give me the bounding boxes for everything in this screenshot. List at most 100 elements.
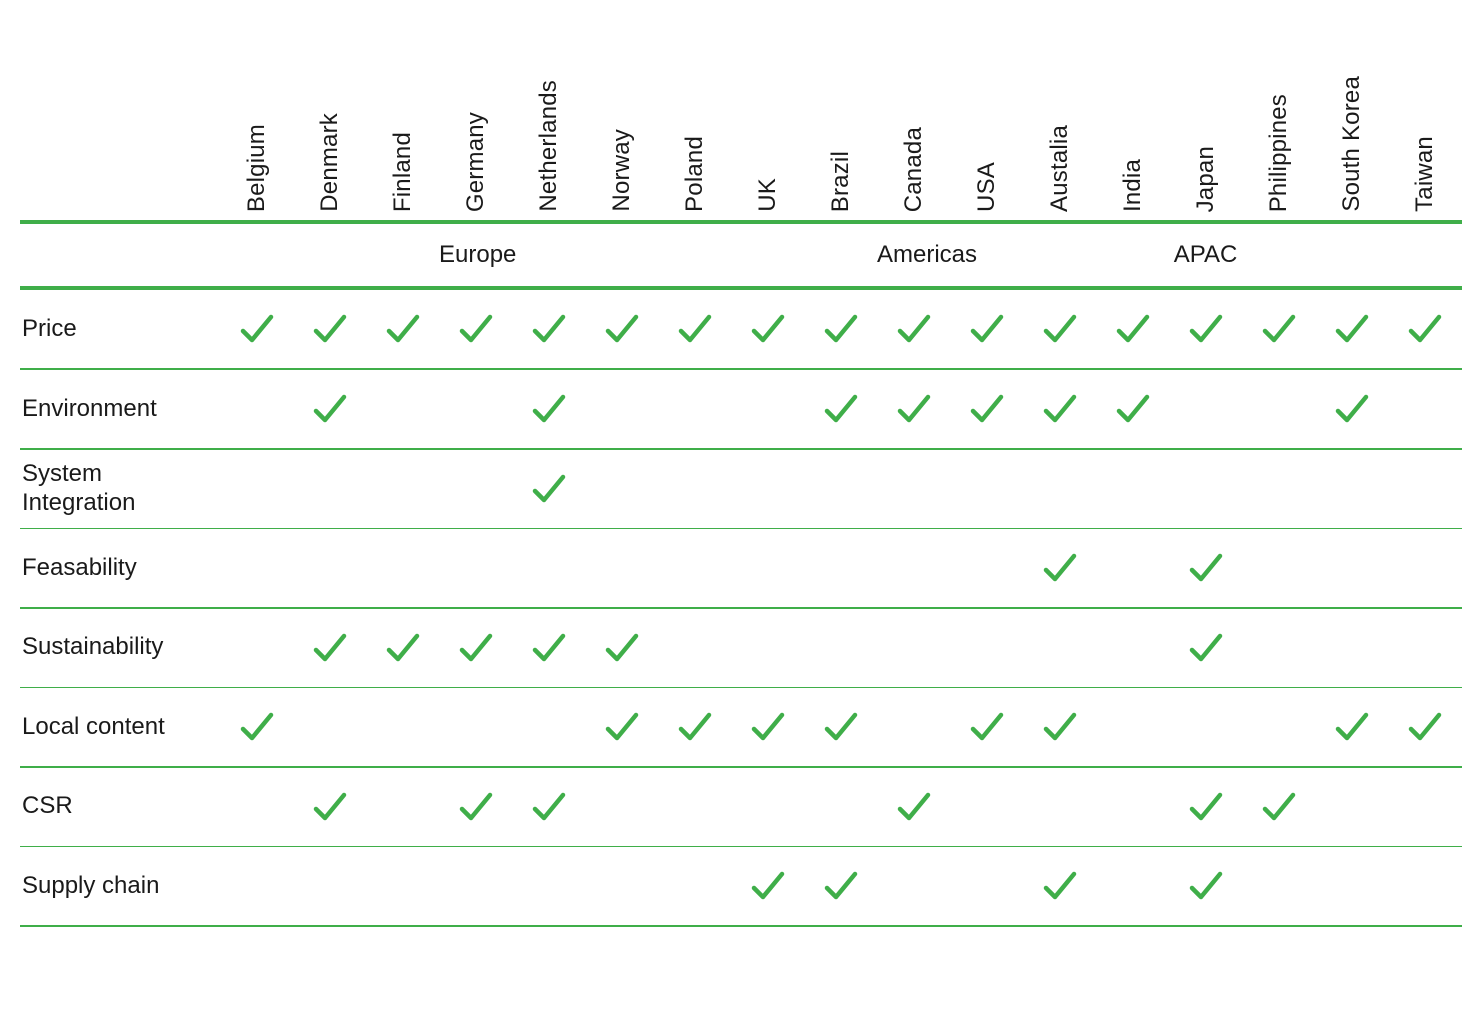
cell xyxy=(1242,460,1315,518)
check-icon xyxy=(237,309,277,349)
country-label: Brazil xyxy=(829,151,853,212)
country-header-cell: Norway xyxy=(585,20,658,220)
cell xyxy=(658,857,731,915)
cell xyxy=(1023,300,1096,358)
check-icon xyxy=(1259,787,1299,827)
country-header-cell: Canada xyxy=(877,20,950,220)
cell xyxy=(877,380,950,438)
cell xyxy=(1169,460,1242,518)
check-icon xyxy=(1186,548,1226,588)
cell xyxy=(1388,380,1461,438)
check-icon xyxy=(1332,389,1372,429)
cell xyxy=(1315,460,1388,518)
check-icon xyxy=(456,787,496,827)
cell xyxy=(512,619,585,677)
cell xyxy=(804,460,877,518)
check-icon xyxy=(1332,309,1372,349)
check-icon xyxy=(894,389,934,429)
cell xyxy=(950,857,1023,915)
check-icon xyxy=(310,309,350,349)
check-icon xyxy=(1113,309,1153,349)
cell xyxy=(585,698,658,756)
cell xyxy=(220,460,293,518)
row-label: Supply chain xyxy=(20,872,220,901)
table-row: Feasability xyxy=(20,529,1462,607)
cell xyxy=(439,857,512,915)
cell xyxy=(950,300,1023,358)
cell xyxy=(366,698,439,756)
cell xyxy=(950,778,1023,836)
cell xyxy=(366,460,439,518)
cell xyxy=(1315,857,1388,915)
cell xyxy=(439,778,512,836)
cell xyxy=(877,460,950,518)
cell xyxy=(1023,698,1096,756)
check-icon xyxy=(675,707,715,747)
cell xyxy=(1388,539,1461,597)
cell xyxy=(731,380,804,438)
cell xyxy=(950,460,1023,518)
cell xyxy=(877,619,950,677)
country-header-cell: Poland xyxy=(658,20,731,220)
cell xyxy=(512,300,585,358)
cell xyxy=(512,539,585,597)
cell xyxy=(731,698,804,756)
cell xyxy=(1388,698,1461,756)
check-icon xyxy=(529,469,569,509)
cell xyxy=(658,778,731,836)
cell xyxy=(512,778,585,836)
cell xyxy=(1242,698,1315,756)
check-icon xyxy=(1040,707,1080,747)
cell xyxy=(658,539,731,597)
country-header-cell: Brazil xyxy=(804,20,877,220)
country-label: Norway xyxy=(610,129,634,212)
cell xyxy=(366,619,439,677)
cell xyxy=(366,857,439,915)
region-header-row: Europe Americas APAC xyxy=(20,224,1462,286)
country-header-cell: Philippines xyxy=(1242,20,1315,220)
region-cell: Europe xyxy=(439,241,512,269)
cell xyxy=(1242,778,1315,836)
check-icon xyxy=(310,628,350,668)
check-icon xyxy=(821,866,861,906)
cell xyxy=(293,778,366,836)
country-header-row: Belgium Denmark Finland Germany Netherla… xyxy=(20,20,1462,220)
country-label: Belgium xyxy=(245,124,269,212)
separator xyxy=(20,925,1462,927)
cell xyxy=(950,380,1023,438)
cell xyxy=(220,857,293,915)
country-label: Austalia xyxy=(1048,125,1072,212)
cell xyxy=(366,539,439,597)
cell xyxy=(804,380,877,438)
cell xyxy=(1096,460,1169,518)
cell xyxy=(585,619,658,677)
region-label: Americas xyxy=(877,241,977,268)
cell xyxy=(585,857,658,915)
cell xyxy=(804,300,877,358)
check-icon xyxy=(1186,309,1226,349)
table-body: PriceEnvironmentSystem IntegrationFeasab… xyxy=(20,290,1462,927)
country-label: Netherlands xyxy=(537,80,561,212)
check-icon xyxy=(529,628,569,668)
cell xyxy=(731,857,804,915)
cell xyxy=(731,778,804,836)
cell xyxy=(804,539,877,597)
cell xyxy=(1096,619,1169,677)
country-header-cell: Germany xyxy=(439,20,512,220)
cell xyxy=(220,778,293,836)
check-icon xyxy=(383,628,423,668)
cell xyxy=(877,300,950,358)
cell xyxy=(1315,539,1388,597)
cell xyxy=(220,300,293,358)
country-label: Germany xyxy=(464,112,488,212)
cell xyxy=(877,539,950,597)
check-icon xyxy=(821,309,861,349)
country-header-cell: UK xyxy=(731,20,804,220)
check-icon xyxy=(602,628,642,668)
check-icon xyxy=(456,309,496,349)
check-icon xyxy=(529,309,569,349)
cell xyxy=(658,380,731,438)
country-label: Philippines xyxy=(1267,94,1291,212)
cell xyxy=(1096,778,1169,836)
cell xyxy=(220,698,293,756)
